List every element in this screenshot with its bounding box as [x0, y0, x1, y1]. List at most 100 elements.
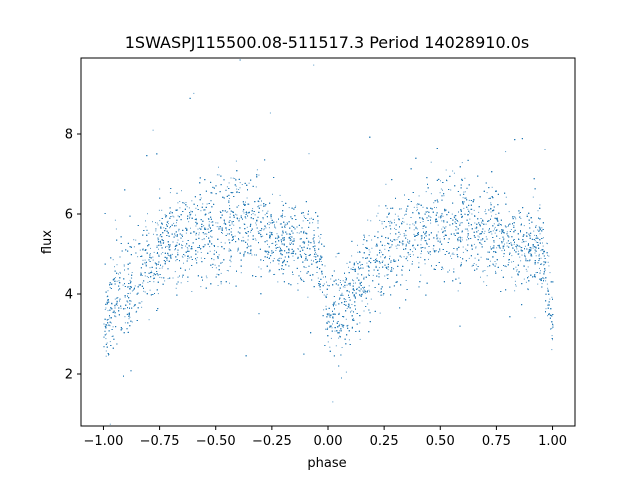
data-point	[457, 221, 459, 222]
data-point	[215, 267, 217, 269]
data-point	[230, 257, 232, 259]
data-point	[147, 213, 148, 215]
data-point	[152, 256, 154, 258]
data-point	[175, 225, 177, 227]
data-point	[229, 213, 231, 215]
data-point	[543, 278, 545, 280]
data-point	[255, 222, 257, 224]
data-point	[186, 247, 188, 248]
data-point	[390, 220, 392, 222]
data-point	[195, 214, 196, 216]
data-point	[460, 257, 461, 258]
data-point	[140, 272, 142, 274]
data-point	[534, 317, 536, 319]
data-point	[481, 221, 482, 223]
data-point	[317, 222, 319, 224]
data-point	[274, 273, 276, 275]
data-point	[484, 211, 486, 212]
data-point	[327, 327, 329, 329]
data-point	[159, 188, 161, 190]
data-point	[124, 296, 126, 298]
data-point	[417, 234, 419, 236]
data-point	[123, 264, 125, 266]
data-point	[422, 206, 424, 208]
data-point	[465, 248, 467, 250]
data-point	[341, 347, 343, 348]
data-point	[511, 276, 513, 278]
data-point	[481, 222, 483, 224]
data-point	[429, 254, 431, 256]
data-point	[418, 262, 420, 264]
data-point	[357, 251, 359, 253]
data-point	[441, 220, 443, 222]
data-point	[420, 274, 422, 276]
data-point	[129, 279, 131, 281]
data-point	[124, 308, 126, 310]
data-point	[220, 272, 222, 274]
data-point	[189, 217, 190, 219]
data-point	[474, 257, 476, 259]
data-point	[267, 210, 269, 212]
data-point	[122, 284, 124, 286]
data-point	[323, 294, 325, 296]
data-point	[268, 221, 270, 223]
data-point	[148, 232, 150, 234]
data-point	[163, 227, 165, 229]
data-point	[445, 169, 447, 171]
data-point	[483, 232, 485, 234]
data-point	[205, 275, 207, 277]
data-point	[351, 328, 353, 329]
data-point	[232, 192, 234, 193]
data-point	[312, 222, 314, 224]
data-point	[543, 264, 545, 266]
data-point	[532, 247, 534, 249]
data-point	[136, 310, 138, 312]
data-point	[109, 317, 111, 319]
data-point	[349, 291, 350, 293]
data-point	[330, 337, 332, 339]
data-point	[379, 219, 381, 221]
data-point	[153, 233, 154, 235]
data-point	[233, 224, 235, 226]
data-point	[288, 250, 290, 252]
data-point	[114, 277, 116, 279]
data-point	[525, 260, 526, 262]
data-point	[206, 203, 208, 205]
data-point	[289, 233, 291, 235]
data-point	[475, 247, 477, 249]
data-point	[449, 269, 450, 271]
data-point	[302, 220, 304, 222]
data-point	[161, 209, 163, 211]
data-point	[406, 223, 408, 225]
data-point	[420, 239, 422, 241]
data-point	[120, 307, 122, 309]
data-point	[228, 270, 229, 272]
data-point	[371, 239, 373, 241]
data-point	[239, 187, 241, 189]
data-point	[534, 252, 536, 254]
data-point	[429, 216, 431, 218]
data-point	[362, 287, 364, 288]
data-point	[391, 269, 393, 270]
data-point	[324, 265, 326, 267]
data-point	[515, 266, 517, 268]
data-point	[370, 220, 372, 222]
data-point	[208, 212, 210, 214]
data-point	[141, 301, 143, 303]
data-point	[145, 226, 147, 228]
data-point	[514, 216, 516, 218]
data-point	[299, 238, 301, 240]
data-point	[164, 280, 166, 282]
data-point	[523, 278, 525, 280]
data-point	[307, 296, 309, 298]
data-point	[319, 289, 321, 291]
data-point	[284, 216, 286, 217]
data-point	[128, 273, 130, 275]
data-point	[524, 245, 526, 247]
data-point	[131, 290, 133, 292]
data-point	[353, 280, 355, 282]
data-point	[382, 294, 384, 296]
data-point	[364, 292, 366, 294]
data-point	[175, 287, 177, 289]
data-point	[540, 250, 542, 252]
